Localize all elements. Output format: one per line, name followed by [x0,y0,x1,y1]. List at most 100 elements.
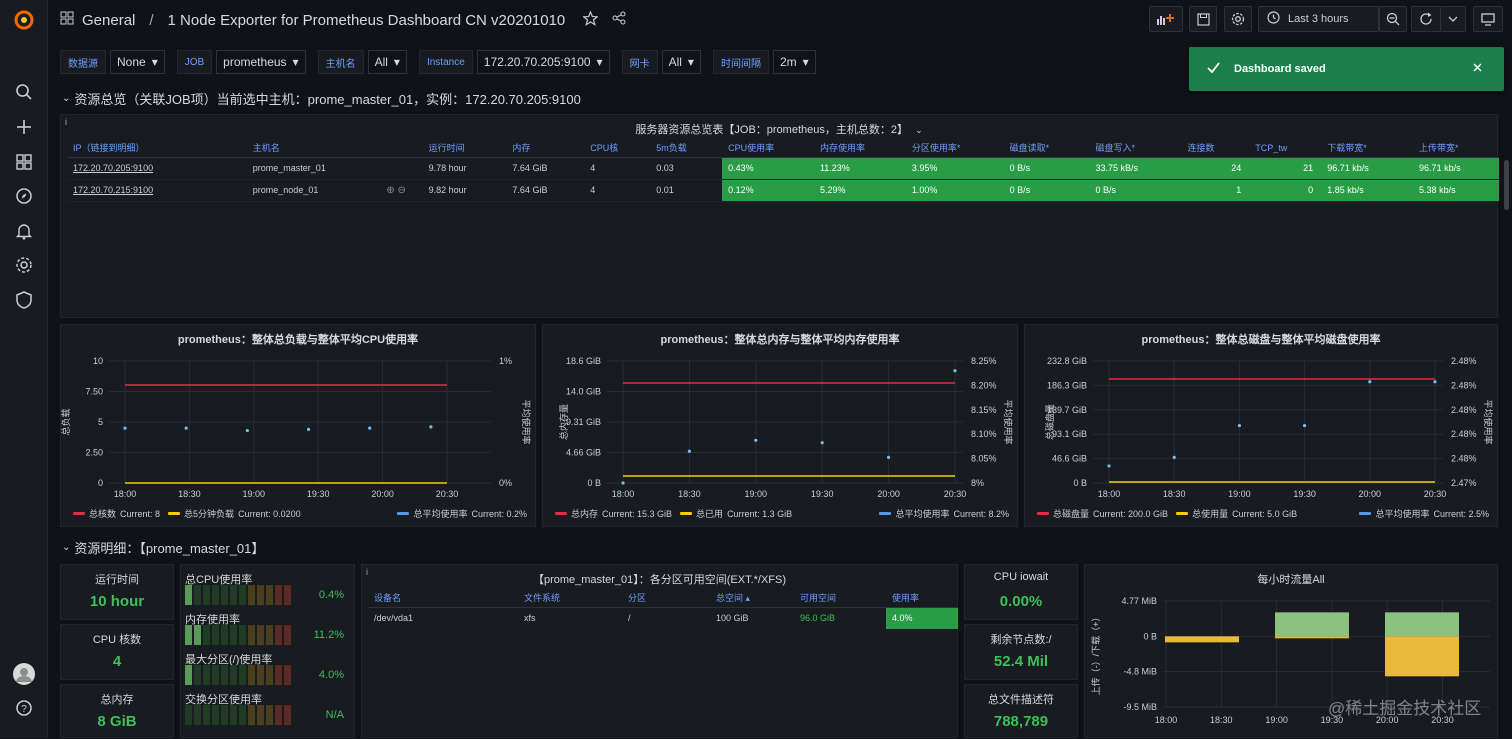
variable-select-interval[interactable]: 2m ▾ [772,50,816,74]
table-header-cell[interactable]: 分区 [622,589,710,608]
info-icon[interactable]: i [65,117,67,127]
table-header-cell[interactable]: 使用率 [886,589,958,608]
save-dashboard-button[interactable] [1189,6,1217,32]
table-header-cell[interactable]: TCP_tw [1249,139,1322,158]
table-header-cell[interactable]: 5m负载 [650,139,723,158]
star-icon[interactable] [582,9,600,30]
dashboard-title[interactable]: 1 Node Exporter for Prometheus Dashboard… [167,11,566,29]
legend-item[interactable]: 总平均使用率 Current: 0.2% [397,507,527,520]
table-header-cell[interactable]: IP（链接到明细） [67,139,247,158]
dashboards-icon[interactable] [12,150,36,174]
legend-item[interactable]: 总使用量 Current: 5.0 GiB [1176,507,1297,520]
legend-series-name: 总平均使用率 [413,509,468,519]
legend-item[interactable]: 总已用 Current: 1.3 GiB [680,507,792,520]
table-header-cell[interactable]: 文件系统 [518,589,622,608]
stat-title[interactable]: 运行时间 [95,574,139,586]
table-header-cell[interactable]: 总空间 ▴ [710,589,794,608]
zoom-out-button[interactable] [1379,6,1407,32]
table-cell: 3.95% [905,157,1004,180]
legend-item[interactable]: 总平均使用率 Current: 8.2% [879,507,1009,520]
stat-title[interactable]: 总内存 [100,694,134,706]
panel-title[interactable]: prometheus：整体总磁盘与整体平均磁盘使用率 [1141,334,1381,346]
legend-item[interactable]: 总5分钟负载 Current: 0.0200 [168,507,301,520]
table-header-cell[interactable]: 运行时间 [422,139,507,158]
download-bar [1385,612,1459,637]
page-scrollbar[interactable] [1504,160,1509,210]
template-variables-bar: 数据源 None ▾ JOB prometheus ▾ 主机名 All ▾ Insta… [60,50,828,76]
table-header-cell[interactable]: 内存 [506,139,585,158]
share-icon[interactable] [612,11,626,29]
close-icon[interactable] [1473,63,1482,75]
panel-title[interactable]: prometheus：整体总负载与整体平均CPU使用率 [177,334,419,346]
variable-select-instance[interactable]: 172.20.70.205:9100 ▾ [476,50,610,74]
x-tick-label: 20:30 [944,489,967,499]
table-header-cell[interactable]: CPU使用率 [722,139,814,158]
legend-item[interactable]: 总内存 Current: 15.3 GiB [555,507,672,520]
stat-title[interactable]: CPU 核数 [92,634,142,646]
time-range-picker[interactable]: Last 3 hours [1258,6,1379,32]
user-avatar[interactable] [12,662,36,686]
stat-value: 10 hour [89,593,145,610]
legend-series-name: 总5分钟负载 [184,509,235,519]
host-link[interactable]: 172.20.70.205:9100 [67,157,247,180]
table-header-cell[interactable]: 磁盘读取* [1003,139,1090,158]
legend-swatch [680,512,693,515]
row-header-overview[interactable]: ⌄ 资源总览（关联JOB项）当前选中主机：prome_master_01，实例：… [62,89,581,108]
legend-item[interactable]: 总核数 Current: 8 [73,507,160,520]
tv-mode-button[interactable] [1473,6,1503,32]
row-header-detail[interactable]: ⌄ 资源明细：【prome_master_01】 [62,538,264,557]
stat-title[interactable]: 总文件描述符 [988,694,1054,706]
table-header-cell[interactable]: 磁盘写入* [1089,139,1182,158]
stat-title[interactable]: 剩余节点数:/ [990,634,1052,646]
panel-title-container[interactable]: 服务器资源总览表【JOB：prometheus，主机总数：2】 ⌄ [61,121,1497,137]
table-header-cell[interactable]: 分区使用率* [905,139,1004,158]
alerting-bell-icon[interactable] [12,219,36,243]
table-header-cell[interactable]: 连接数 [1181,139,1250,158]
breadcrumb-folder[interactable]: General [82,11,136,29]
help-icon[interactable]: ? [12,696,36,720]
refresh-interval-dropdown[interactable] [1440,6,1466,32]
total-memory-stat-panel: 总内存 8 GiB [60,684,174,738]
stat-title[interactable]: CPU iowait [993,571,1049,583]
table-header-cell[interactable]: 设备名 [368,589,518,608]
panel-title[interactable]: prometheus：整体总内存与整体平均内存使用率 [660,334,900,346]
bar-gauge: 总CPU使用率 0.4% [185,571,348,607]
gauge-bar-cells [185,625,291,645]
gauge-value: 11.2% [313,629,344,641]
info-icon[interactable]: i [366,567,368,577]
configuration-gear-icon[interactable] [12,253,36,277]
variable-value: prometheus [223,55,287,69]
plus-icon[interactable] [12,115,36,139]
dashboard-settings-button[interactable] [1224,6,1252,32]
panel-title[interactable]: 【prome_master_01】：各分区可用空间(EXT.*/XFS) [532,574,787,586]
variable-select-job[interactable]: prometheus ▾ [216,50,306,74]
variable-select-nic[interactable]: All ▾ [661,50,701,74]
gauge-value: 4.0% [318,669,344,681]
table-header-cell[interactable]: CPU核 [584,139,651,158]
table-cell: 5.29% [813,179,906,202]
legend-item[interactable]: 总磁盘量 Current: 200.0 GiB [1037,507,1168,520]
server-admin-shield-icon[interactable] [12,288,36,312]
table-header-cell[interactable]: 主机名 [246,139,423,158]
refresh-button[interactable] [1411,6,1441,32]
legend-item[interactable]: 总平均使用率 Current: 2.5% [1359,507,1489,520]
grafana-logo-icon[interactable] [12,8,36,32]
table-header-cell[interactable]: 内存使用率 [813,139,906,158]
variable-select-hostname[interactable]: All ▾ [367,50,407,74]
table-header-cell[interactable]: 下载带宽* [1321,139,1414,158]
search-icon[interactable] [12,80,36,104]
variable-select-datasource[interactable]: None ▾ [110,50,165,74]
top-navbar: General / 1 Node Exporter for Prometheus… [48,0,1512,40]
panel-title[interactable]: 每小时流量All [1257,574,1325,586]
table-header-cell[interactable]: 可用空间 [794,589,886,608]
y2-tick-label: 2.48% [1451,429,1477,439]
chart-svg[interactable]: 18:00 18:30 19:00 19:30 20:00 20:30 232.8 GiB 1… [1025,325,1497,526]
add-panel-button[interactable] [1149,6,1183,32]
chart-svg[interactable]: 18:00 18:30 19:00 19:30 20:00 20:30 18.6 GiB 14… [543,325,1017,526]
host-link[interactable]: 172.20.70.215:9100 [67,179,247,202]
explore-compass-icon[interactable] [12,184,36,208]
chart-svg[interactable]: 4.77 MiB 0 B -4.8 MiB -9.5 MiB 18:00 18:30 19:… [1085,565,1499,739]
chart-svg[interactable]: 18:00 18:30 19:00 19:30 20:00 20:30 10 7.50 5 2.5… [61,325,535,526]
x-tick-label: 18:30 [1210,715,1233,725]
table-header-cell[interactable]: 上传带宽* [1413,139,1499,158]
